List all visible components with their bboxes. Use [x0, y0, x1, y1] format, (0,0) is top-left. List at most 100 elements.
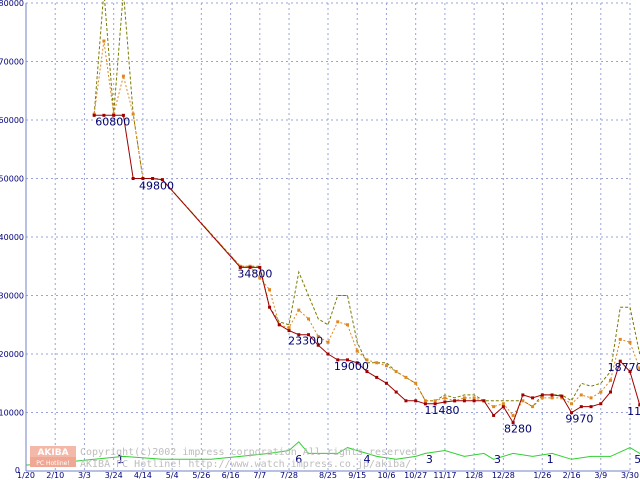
- series-point-min: [336, 358, 340, 362]
- x-tick-label: 5/4: [166, 471, 179, 480]
- series-point-min: [482, 399, 486, 403]
- series-point-min: [384, 381, 388, 385]
- series-point-min: [609, 390, 613, 394]
- series-point-min: [365, 370, 369, 374]
- x-tick-label: 5/26: [192, 471, 210, 480]
- series-point-min: [579, 405, 583, 409]
- series-point-avg: [531, 405, 535, 409]
- series-point-min: [618, 359, 622, 363]
- series-point-min: [550, 393, 554, 397]
- series-point-avg: [570, 402, 574, 406]
- series-point-avg: [638, 367, 640, 371]
- y-tick-label: 30000: [0, 292, 24, 301]
- series-point-min: [248, 265, 252, 269]
- chart-data-labels: 60800 49800 34800 23300 19000 11480 8280 9970 18…: [95, 115, 640, 466]
- logo-text-bottom: PC Hotline!: [36, 460, 69, 467]
- y-tick-label: 80000: [0, 0, 24, 8]
- series-point-min: [316, 343, 320, 347]
- series-point-avg: [579, 393, 583, 397]
- series-point-avg: [404, 375, 408, 379]
- count-label: 3: [494, 453, 501, 466]
- data-label: 19000: [334, 360, 369, 373]
- data-label: 23300: [288, 335, 323, 348]
- data-label: 11300: [627, 405, 640, 418]
- series-point-min: [394, 390, 398, 394]
- logo-text-top: AKIBA: [37, 448, 68, 458]
- series-point-min: [589, 405, 593, 409]
- series-point-min: [160, 178, 164, 182]
- series-point-min: [151, 177, 155, 180]
- series-point-min: [599, 402, 603, 406]
- x-tick-label: 10/6: [377, 471, 395, 480]
- series-point-min: [297, 333, 301, 337]
- x-tick-label: 3/3: [78, 471, 91, 480]
- series-point-avg: [297, 308, 301, 312]
- url-watermark: AKIBA PC Hotline! http://www.watch.impre…: [80, 459, 411, 470]
- count-label: 1: [547, 453, 554, 466]
- y-tick-label: 60000: [0, 116, 24, 125]
- series-point-min: [268, 305, 272, 309]
- series-point-avg: [355, 349, 359, 353]
- series-point-avg: [102, 39, 106, 43]
- count-label: 4: [363, 453, 370, 466]
- series-point-min: [277, 323, 281, 327]
- series-line-max: [93, 0, 640, 408]
- x-tick-label: 10/27: [404, 471, 427, 480]
- series-point-min: [628, 370, 632, 374]
- series-point-avg: [550, 396, 554, 400]
- x-tick-label: 2/16: [563, 471, 581, 480]
- x-tick-label: 12/28: [492, 471, 515, 480]
- count-label: 1: [117, 453, 124, 466]
- series-point-min: [238, 265, 242, 269]
- series-point-avg: [433, 399, 437, 403]
- series-point-avg: [628, 340, 632, 344]
- series-point-avg: [423, 399, 427, 403]
- series-point-avg: [540, 396, 544, 400]
- series-point-min: [141, 177, 145, 180]
- series-point-avg: [462, 396, 466, 400]
- series-point-min: [307, 333, 311, 337]
- series-point-min: [443, 400, 447, 404]
- series-point-avg: [336, 320, 340, 324]
- series-point-min: [531, 396, 535, 400]
- series-point-avg: [492, 405, 496, 409]
- x-tick-label: 7/28: [280, 471, 298, 480]
- series-point-min: [112, 113, 116, 117]
- series-line-avg: [93, 40, 640, 417]
- series-point-min: [404, 399, 408, 403]
- count-label: 3: [426, 453, 433, 466]
- copyright-watermark: Copyright(c)2002 impress corporation All…: [80, 447, 417, 458]
- series-point-avg: [511, 413, 515, 417]
- series-point-min: [375, 375, 379, 379]
- series-point-avg: [287, 326, 291, 330]
- series-point-avg: [345, 323, 349, 327]
- series-point-min: [102, 113, 106, 117]
- series-point-avg: [501, 402, 505, 406]
- series-point-min: [287, 329, 291, 333]
- series-point-avg: [609, 378, 613, 382]
- x-tick-label: 3/9: [594, 471, 607, 480]
- series-point-avg: [326, 340, 330, 344]
- akiba-logo: AKIBA PC Hotline!: [30, 446, 76, 467]
- x-tick-label: 3/30: [621, 471, 639, 480]
- series-point-min: [355, 361, 359, 365]
- series-point-avg: [472, 396, 476, 400]
- series-point-avg: [268, 288, 272, 292]
- series-point-min: [501, 405, 505, 409]
- series-point-min: [560, 394, 564, 398]
- series-point-avg: [375, 361, 379, 365]
- series-point-min: [492, 413, 496, 417]
- chart-series: [25, 0, 640, 466]
- x-tick-label: 3/24: [105, 471, 123, 480]
- series-line-shops: [25, 441, 640, 466]
- series-point-avg: [307, 317, 311, 321]
- series-point-avg: [121, 74, 125, 78]
- series-point-avg: [599, 390, 603, 394]
- data-label: 9970: [565, 413, 593, 426]
- x-tick-label: 9/15: [348, 471, 366, 480]
- series-point-min: [570, 411, 574, 415]
- count-label: 6: [295, 453, 302, 466]
- y-tick-label: 70000: [0, 58, 24, 67]
- series-point-avg: [414, 381, 418, 385]
